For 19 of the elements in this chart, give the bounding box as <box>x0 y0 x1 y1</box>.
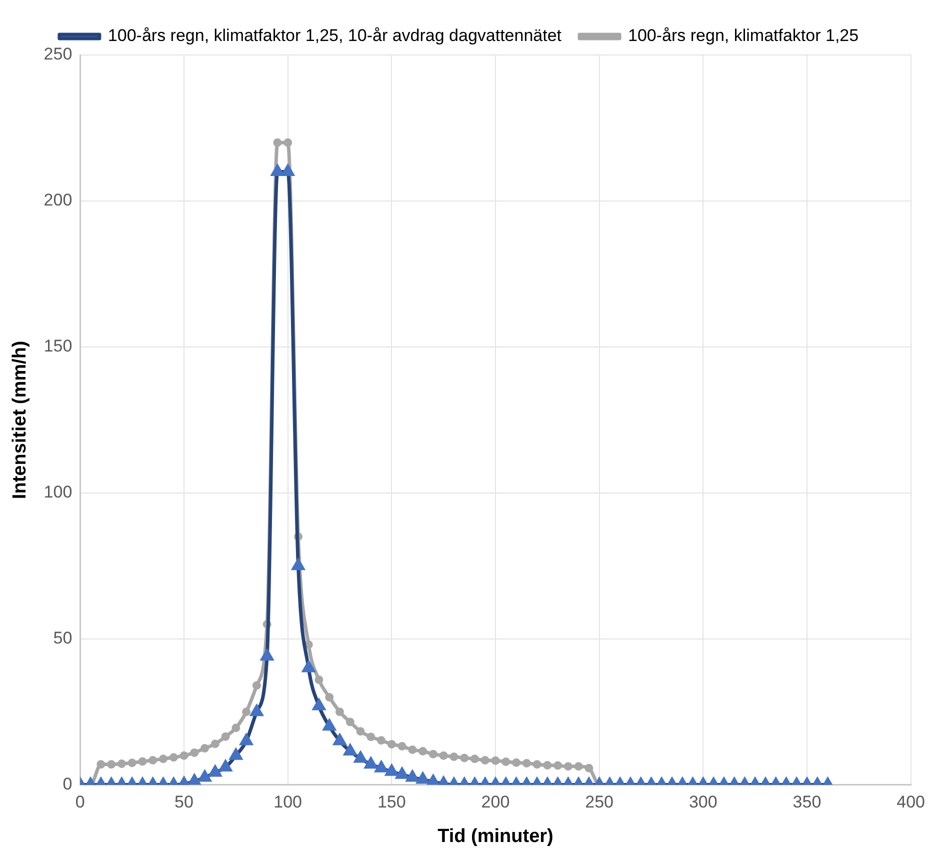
y-axis-title: Intensitiet (mm/h) <box>10 340 31 500</box>
x-axis-title: Tid (minuter) <box>438 826 554 847</box>
y-tick-label: 250 <box>44 44 72 64</box>
x-tick-label: 400 <box>896 792 926 812</box>
x-tick-label: 150 <box>377 792 406 812</box>
x-tick-label: 50 <box>174 792 194 812</box>
y-tick-label: 0 <box>62 774 72 794</box>
x-tick-label: 0 <box>75 792 85 812</box>
x-tick-label: 200 <box>481 792 510 812</box>
y-tick-label: 150 <box>44 336 72 356</box>
legend-label: 100-års regn, klimatfaktor 1,25, 10-år avdrag dagvattennätet <box>108 26 562 46</box>
x-tick-label: 350 <box>792 792 822 812</box>
legend-label: 100-års regn, klimatfaktor 1,25 <box>628 26 859 46</box>
x-tick-label: 100 <box>274 792 302 812</box>
y-tick-label: 50 <box>53 628 72 648</box>
y-tick-label: 200 <box>44 190 72 210</box>
y-tick-label: 100 <box>44 482 72 502</box>
x-tick-label: 300 <box>688 792 718 812</box>
x-tick-label: 250 <box>585 792 614 812</box>
